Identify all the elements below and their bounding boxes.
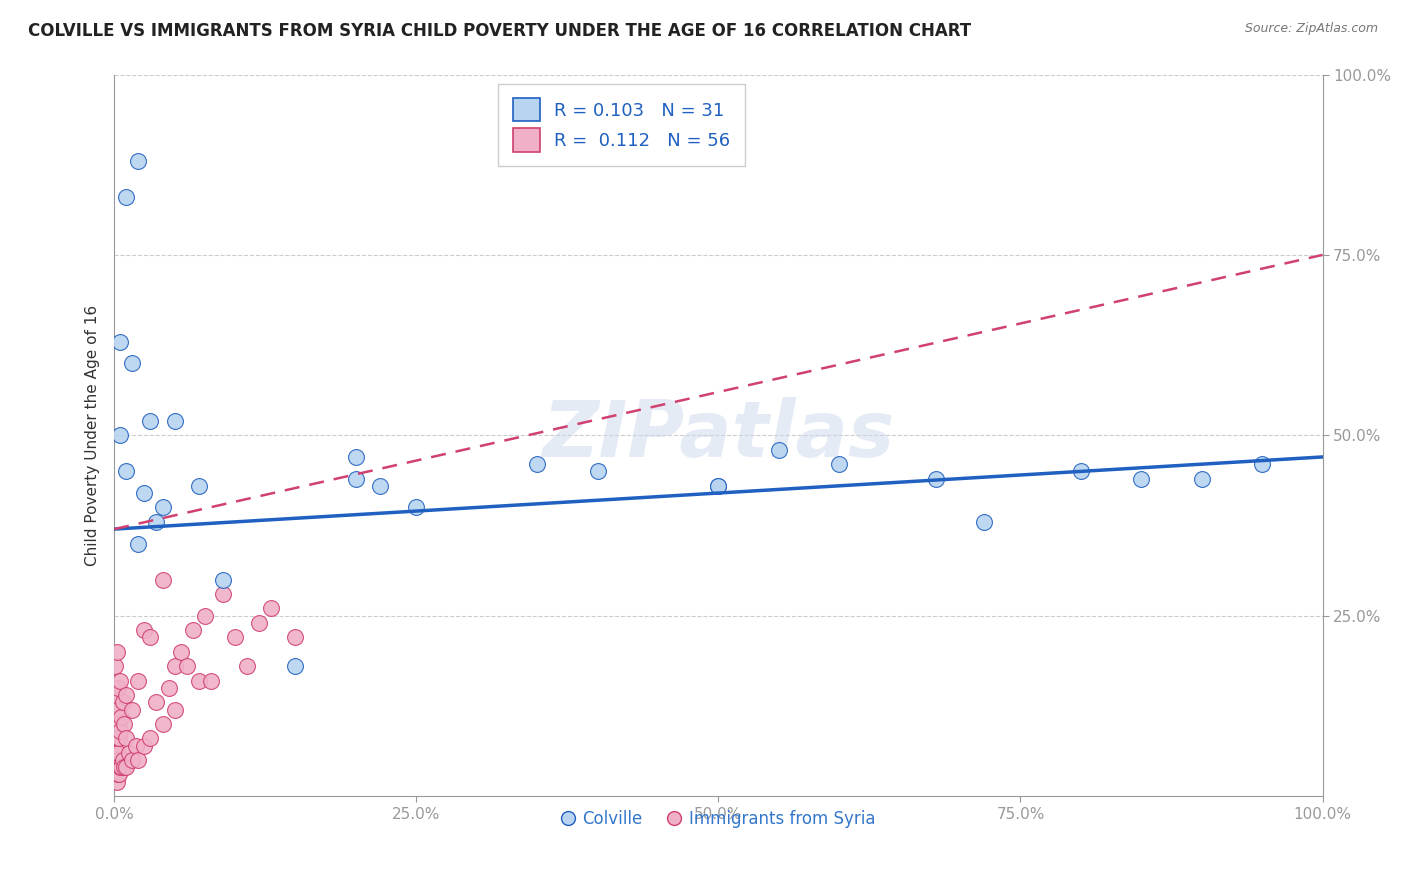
Point <box>187 479 209 493</box>
Point <box>152 500 174 515</box>
Point <box>1130 472 1153 486</box>
Point <box>236 659 259 673</box>
Point <box>925 472 948 486</box>
Point <box>344 472 367 486</box>
Point <box>108 767 131 781</box>
Point <box>260 601 283 615</box>
Point <box>768 442 790 457</box>
Point <box>586 464 609 478</box>
Point <box>187 673 209 688</box>
Point <box>284 659 307 673</box>
Point <box>176 659 198 673</box>
Point <box>134 739 156 753</box>
Point <box>107 717 129 731</box>
Point <box>111 695 134 709</box>
Point <box>110 760 132 774</box>
Point <box>105 645 128 659</box>
Point <box>1191 472 1213 486</box>
Point <box>152 573 174 587</box>
Point <box>107 767 129 781</box>
Point <box>1251 457 1274 471</box>
Point <box>157 681 180 695</box>
Point <box>212 587 235 601</box>
Point <box>104 767 127 781</box>
Point <box>1070 464 1092 478</box>
Point <box>104 746 127 760</box>
Point <box>107 681 129 695</box>
Point <box>104 717 127 731</box>
Point <box>127 673 149 688</box>
Point <box>163 414 186 428</box>
Point <box>127 753 149 767</box>
Point <box>169 645 191 659</box>
Point <box>707 479 730 493</box>
Point <box>163 659 186 673</box>
Point <box>405 500 427 515</box>
Point <box>105 702 128 716</box>
Point <box>107 746 129 760</box>
Point <box>707 479 730 493</box>
Point <box>284 631 307 645</box>
Point <box>121 702 143 716</box>
Point <box>110 673 132 688</box>
Point <box>344 450 367 464</box>
Point <box>181 623 204 637</box>
Point <box>104 659 127 673</box>
Point <box>163 702 186 716</box>
Point <box>104 688 127 702</box>
Text: Source: ZipAtlas.com: Source: ZipAtlas.com <box>1244 22 1378 36</box>
Point <box>115 190 138 204</box>
Point <box>139 414 162 428</box>
Point <box>115 731 138 746</box>
Point <box>200 673 222 688</box>
Point <box>368 479 391 493</box>
Point <box>134 486 156 500</box>
Point <box>121 356 143 370</box>
Point <box>115 760 138 774</box>
Text: ZIPatlas: ZIPatlas <box>543 397 894 474</box>
Point <box>125 739 148 753</box>
Point <box>127 154 149 169</box>
Point <box>526 457 548 471</box>
Point <box>194 608 217 623</box>
Point <box>212 573 235 587</box>
Point <box>115 464 138 478</box>
Point <box>828 457 851 471</box>
Point <box>105 774 128 789</box>
Point <box>247 615 270 630</box>
Point <box>118 746 141 760</box>
Point <box>111 753 134 767</box>
Point <box>105 753 128 767</box>
Legend: Colville, Immigrants from Syria: Colville, Immigrants from Syria <box>554 804 883 835</box>
Point <box>110 760 132 774</box>
Point <box>110 709 132 723</box>
Point <box>127 536 149 550</box>
Point <box>139 631 162 645</box>
Point <box>134 623 156 637</box>
Point <box>145 695 167 709</box>
Text: COLVILLE VS IMMIGRANTS FROM SYRIA CHILD POVERTY UNDER THE AGE OF 16 CORRELATION : COLVILLE VS IMMIGRANTS FROM SYRIA CHILD … <box>28 22 972 40</box>
Point <box>139 731 162 746</box>
Point <box>110 334 132 349</box>
Point <box>108 731 131 746</box>
Point <box>110 428 132 442</box>
Point <box>115 688 138 702</box>
Point <box>224 631 246 645</box>
Point <box>152 717 174 731</box>
Point <box>112 760 135 774</box>
Point <box>121 753 143 767</box>
Point <box>145 515 167 529</box>
Point <box>112 717 135 731</box>
Point <box>110 724 132 739</box>
Point <box>973 515 995 529</box>
Y-axis label: Child Poverty Under the Age of 16: Child Poverty Under the Age of 16 <box>86 305 100 566</box>
Point <box>105 731 128 746</box>
